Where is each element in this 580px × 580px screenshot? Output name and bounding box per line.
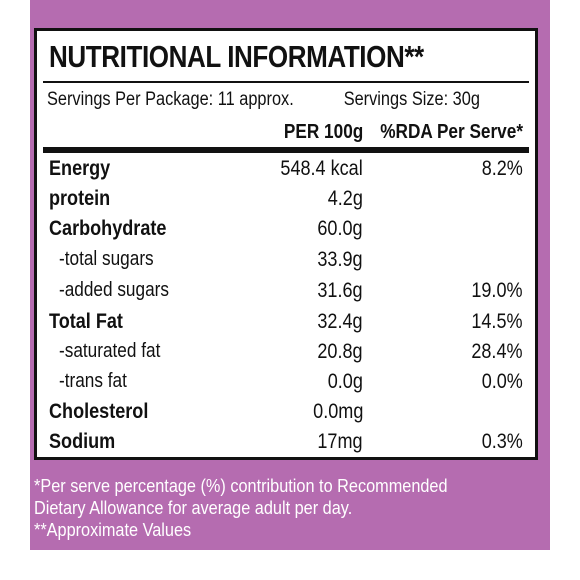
table-row: Cholesterol 0.0mg	[37, 400, 535, 430]
table-row: -trans fat 0.0g 0.0%	[37, 370, 535, 400]
column-header-rda: %RDA Per Serve*	[380, 121, 523, 143]
nutrient-name: -saturated fat	[59, 340, 161, 362]
table-row: Energy 548.4 kcal 8.2%	[37, 157, 535, 187]
servings-per-package: Servings Per Package: 11 approx.	[47, 89, 294, 110]
table-row: protein 4.2g	[37, 187, 535, 217]
top-strip	[30, 0, 550, 28]
nutrient-name: Carbohydrate	[49, 217, 167, 240]
header-divider	[43, 147, 529, 153]
nutrient-rda: 8.2%	[481, 157, 523, 180]
nutrition-label: NUTRITIONAL INFORMATION** Servings Per P…	[34, 28, 538, 460]
table-row: -total sugars 33.9g	[37, 248, 535, 278]
footnote-line: Dietary Allowance for average adult per …	[34, 497, 353, 518]
nutrient-name: -trans fat	[59, 370, 127, 392]
table-row: Carbohydrate 60.0g	[37, 217, 535, 247]
nutrient-per100: 17mg	[317, 430, 363, 453]
footnote-line: **Approximate Values	[34, 519, 192, 540]
nutrient-per100: 0.0mg	[312, 400, 363, 423]
table-row: Sodium 17mg 0.3%	[37, 430, 535, 460]
nutrient-per100: 31.6g	[317, 279, 363, 302]
nutrient-name: Energy	[49, 157, 111, 180]
nutrient-rda: 0.0%	[481, 370, 523, 393]
table-row: Total Fat 32.4g 14.5%	[37, 310, 535, 340]
nutrient-per100: 548.4 kcal	[280, 157, 363, 180]
nutrient-per100: 0.0g	[327, 370, 363, 393]
nutrient-rda: 14.5%	[471, 310, 523, 333]
column-header-per100: PER 100g	[283, 121, 363, 143]
table-row: -saturated fat 20.8g 28.4%	[37, 340, 535, 370]
nutrient-per100: 33.9g	[317, 248, 363, 271]
nutrient-rda: 0.3%	[481, 430, 523, 453]
nutrient-per100: 20.8g	[317, 340, 363, 363]
title-divider	[43, 81, 529, 83]
servings-line: Servings Per Package: 11 approx. Serving…	[47, 89, 529, 115]
nutrient-name: protein	[49, 187, 111, 210]
nutrient-name: -total sugars	[59, 248, 154, 270]
nutrient-per100: 4.2g	[327, 187, 363, 210]
nutrient-name: Sodium	[49, 430, 116, 453]
footnote: *Per serve percentage (%) contribution t…	[34, 475, 483, 541]
nutrient-per100: 32.4g	[317, 310, 363, 333]
nutrient-rda: 28.4%	[471, 340, 523, 363]
nutrient-rda: 19.0%	[471, 279, 523, 302]
label-title: NUTRITIONAL INFORMATION**	[49, 39, 424, 74]
nutrient-name: Cholesterol	[49, 400, 149, 423]
table-row: -added sugars 31.6g 19.0%	[37, 279, 535, 309]
nutrient-name: -added sugars	[59, 279, 169, 301]
nutrient-name: Total Fat	[49, 310, 123, 333]
nutrient-per100: 60.0g	[317, 217, 363, 240]
serving-size: Servings Size: 30g	[343, 89, 480, 110]
footnote-line: *Per serve percentage (%) contribution t…	[34, 475, 448, 496]
